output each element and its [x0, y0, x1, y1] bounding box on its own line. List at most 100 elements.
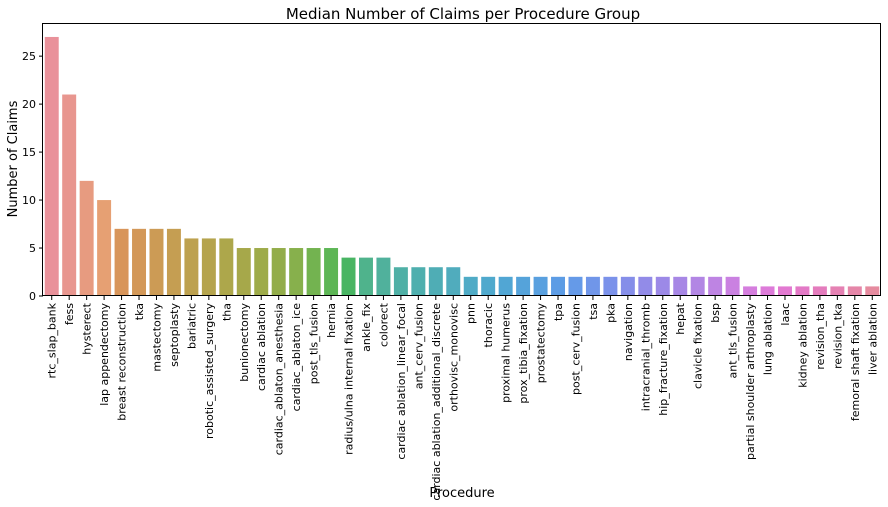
x-tick-label: post_cerv_fusion [569, 303, 582, 395]
x-tick-label: bunionectomy [238, 303, 251, 382]
bar-46 [847, 286, 862, 296]
bar-34 [638, 276, 653, 296]
bar-37 [690, 276, 705, 296]
x-tick-label: liver ablation [866, 303, 879, 375]
x-tick-label: ant_cerv_fusion [412, 303, 425, 389]
bar-0 [44, 36, 59, 296]
bar-3 [97, 200, 112, 296]
bar-31 [585, 276, 600, 296]
y-tick-label: 5 [29, 242, 36, 255]
y-axis-label: Number of Claims [6, 100, 21, 217]
bar-6 [149, 228, 164, 296]
bar-45 [830, 286, 845, 296]
bar-7 [166, 228, 181, 296]
bar-40 [743, 286, 758, 296]
bar-12 [254, 248, 269, 296]
bar-19 [376, 257, 391, 296]
bar-8 [184, 238, 199, 296]
x-tick-label: laac [779, 303, 792, 326]
bar-36 [673, 276, 688, 296]
y-tick-label: 20 [22, 98, 36, 111]
x-tick-label: hepat [674, 302, 687, 334]
x-tick-label: thoracic [482, 303, 495, 347]
x-tick-label: lung ablation [762, 303, 775, 375]
x-tick-label: cardiac_ablaton_anesthesia [273, 303, 286, 455]
bar-47 [865, 286, 880, 296]
x-tick-label: proximal humerus [500, 303, 513, 403]
x-tick-label: prox_tibia_fixation [517, 303, 530, 404]
bar-27 [516, 276, 531, 296]
x-tick-label: mastectomy [150, 303, 163, 372]
x-tick-label: pnn [465, 303, 478, 324]
chart-title: Median Number of Claims per Procedure Gr… [286, 5, 640, 23]
x-tick-label: post_tls_fusion [308, 303, 321, 384]
bar-26 [498, 276, 513, 296]
bars-group [44, 36, 880, 297]
bar-13 [271, 248, 286, 296]
x-tick-label: septoplasty [168, 303, 181, 367]
plot-frame [42, 23, 881, 296]
bar-5 [132, 228, 147, 296]
bar-35 [655, 276, 670, 296]
x-tick-label: ant_tls_fusion [727, 303, 740, 378]
x-tick-label: fess [63, 303, 76, 325]
bar-30 [568, 276, 583, 296]
x-tick-label: cardiac ablation_linear_focal [395, 303, 408, 460]
x-tick-label: orthovisc_monovisc [447, 303, 460, 412]
x-tick-label: breast reconstruction [116, 303, 129, 421]
y-tick-label: 25 [22, 50, 36, 63]
x-tick-label: clavicle fixation [692, 303, 705, 389]
x-tick-label: bariatric [185, 303, 198, 349]
x-tick-label: cardiac_ablaton_ice [290, 303, 303, 412]
x-tick-label: ankle_fix [360, 303, 373, 352]
bar-18 [359, 257, 373, 296]
x-tick-label: intracranial_thromb [639, 303, 652, 411]
bar-21 [411, 267, 426, 296]
bar-33 [620, 276, 635, 296]
x-tick-label: femoral shaft fixation [849, 303, 862, 421]
bar-28 [533, 276, 548, 296]
bar-23 [446, 267, 461, 296]
x-tick-label: prostatectomy [535, 303, 548, 384]
y-ticks-group: 0 5 10 15 20 25 [22, 50, 43, 303]
y-tick-label: 10 [22, 194, 36, 207]
bar-29 [551, 276, 566, 296]
x-tick-label: robotic_assisted_surgery [203, 303, 216, 439]
bar-14 [289, 248, 304, 296]
y-tick-label: 0 [29, 290, 36, 303]
x-tick-label: hip_fracture_fixation [657, 303, 670, 416]
x-ticks-group: rtc_slap_bank fess hysterect lap appendecto… [46, 296, 879, 501]
x-axis-label: Procedure [429, 486, 494, 501]
x-tick-label: tha [220, 303, 233, 321]
bar-1 [62, 94, 77, 297]
x-tick-label: tpa [552, 303, 565, 321]
bar-43 [795, 286, 810, 296]
x-tick-label: cardiac ablation [255, 303, 268, 391]
bar-15 [306, 248, 321, 296]
x-tick-label: partial shoulder arthroplasty [744, 303, 757, 461]
bar-16 [324, 248, 339, 296]
x-tick-label: hernia [325, 303, 338, 338]
y-tick-label: 15 [22, 146, 36, 159]
bar-2 [79, 180, 94, 296]
bar-42 [778, 286, 792, 296]
x-tick-label: lap appendectomy [98, 303, 111, 406]
bar-24 [463, 276, 478, 296]
bar-41 [760, 286, 775, 296]
x-tick-label: kidney ablation [796, 303, 809, 388]
bar-20 [393, 267, 408, 296]
x-tick-label: navigation [622, 303, 635, 361]
x-tick-label: radius/ulna internal fixation [343, 303, 356, 455]
bar-11 [236, 248, 251, 296]
x-tick-label: cardiac ablation_additional_discrete [430, 303, 443, 501]
x-tick-label: revision_tka [831, 303, 844, 369]
x-tick-label: colorect [377, 302, 390, 347]
bar-44 [812, 286, 827, 296]
bar-38 [708, 276, 723, 296]
bar-10 [219, 238, 234, 296]
x-tick-label: revision_tha [814, 303, 827, 370]
bar-39 [725, 276, 740, 296]
bar-9 [201, 238, 216, 296]
